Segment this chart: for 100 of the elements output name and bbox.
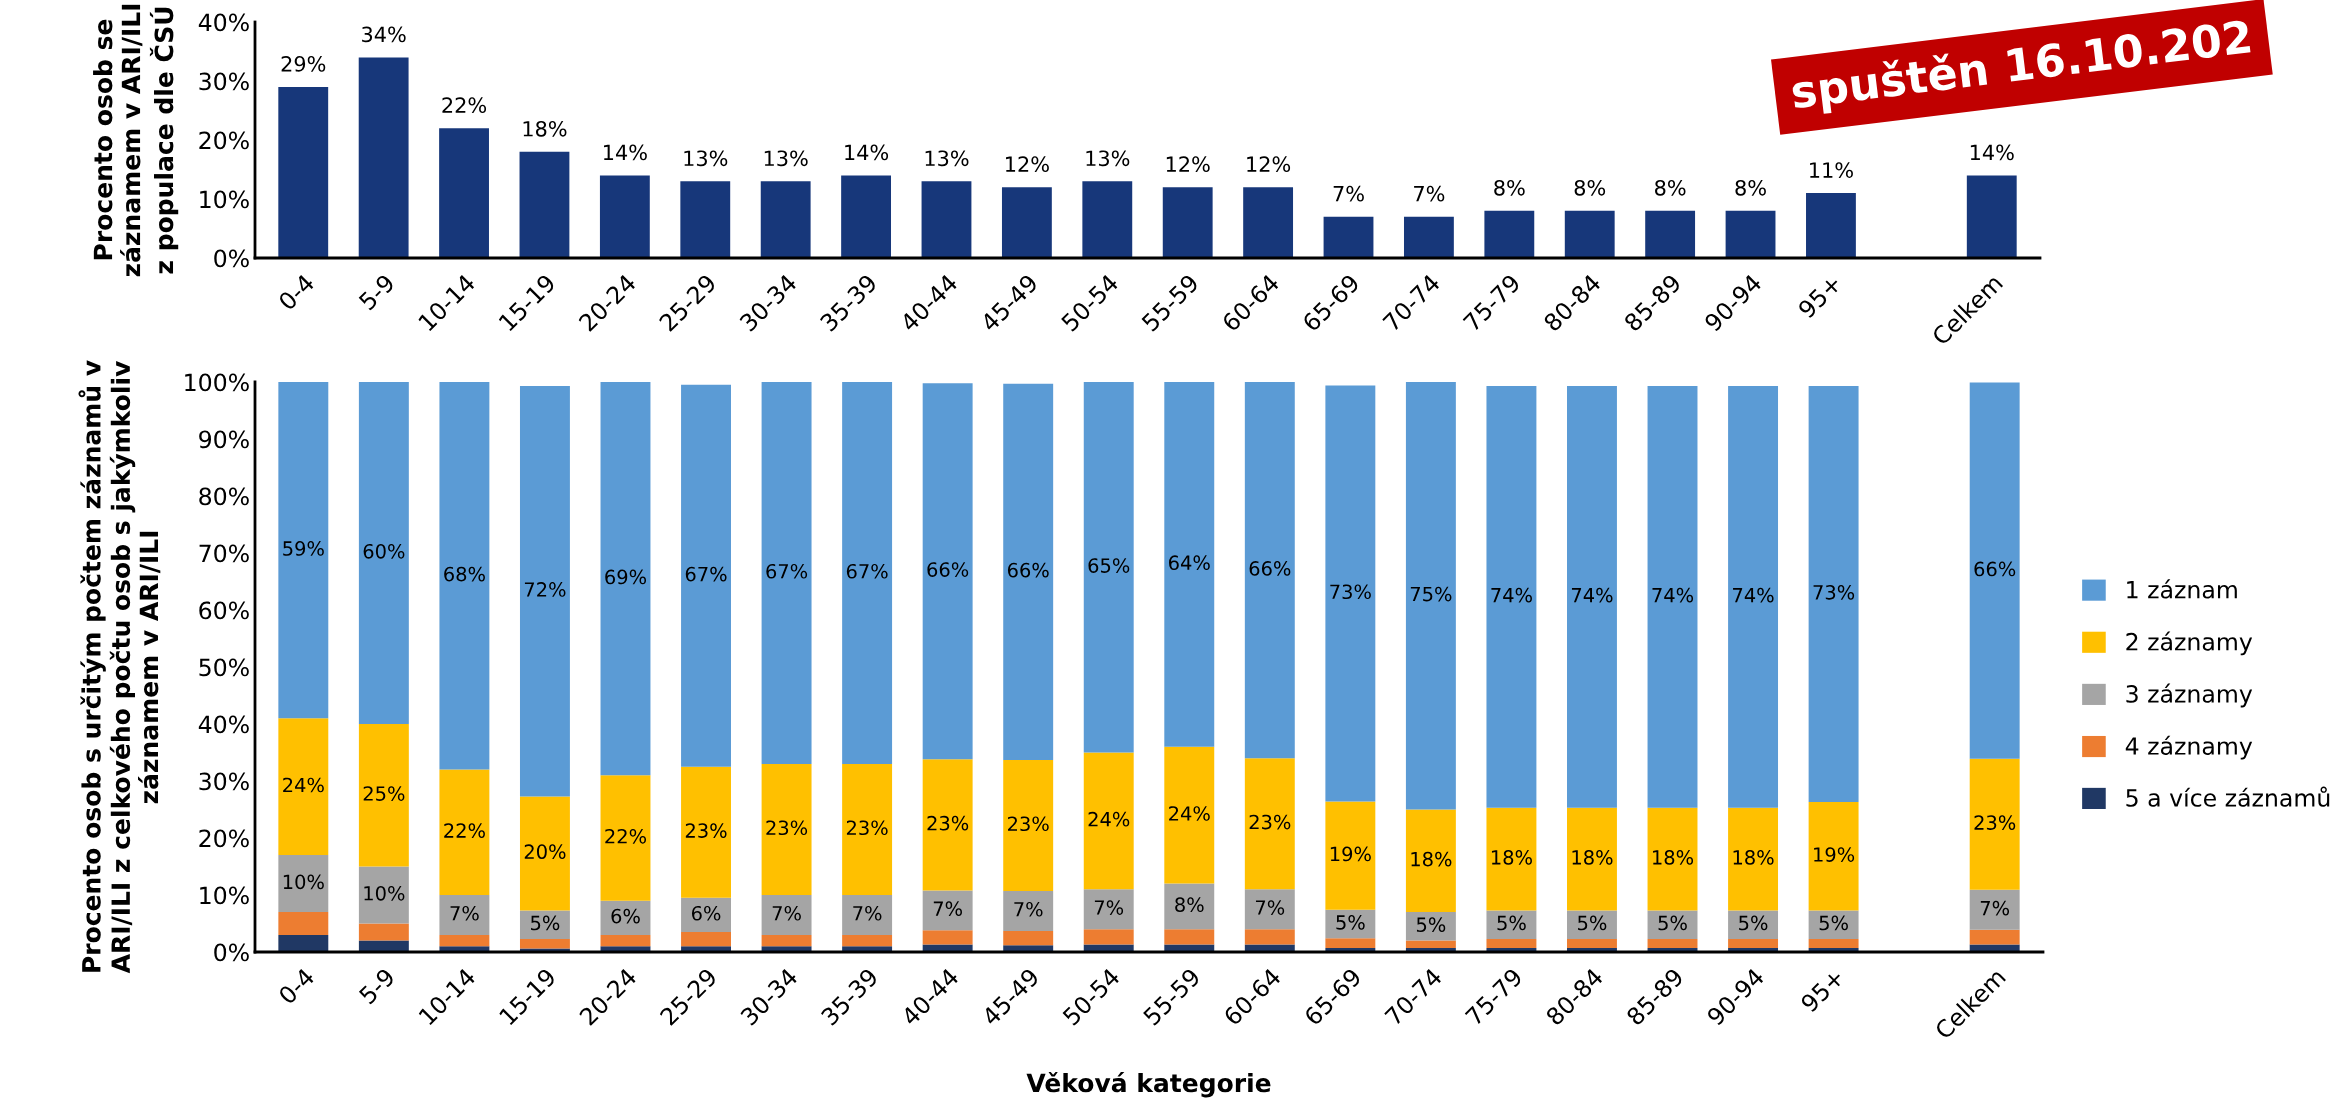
bar [1484,210,1535,258]
data-label: 10% [283,874,324,890]
data-label: 66% [1249,561,1291,576]
data-label: 19% [1330,846,1371,862]
y-tick-label: 60% [199,601,249,620]
bar [681,897,731,933]
data-label: 66% [1974,561,2016,577]
y-axis-title: Procento osob se záznamem v ARI/ILI z populace dle ČSÚ [93,4,179,277]
bar [1405,940,1456,949]
bar [1647,910,1698,939]
y-tick-label: 100% [185,373,249,392]
data-label: 24% [283,777,324,793]
data-label: 19% [1814,847,1855,862]
legend-label: 2 záznamy [2126,631,2253,656]
data-label: 22% [444,823,485,838]
data-label: 72% [524,582,566,597]
bar [278,934,329,952]
bar [1325,385,1376,802]
bar [1806,193,1856,258]
data-label: 68% [444,566,485,582]
data-label: 8% [1494,179,1525,196]
data-label: 11% [1810,162,1853,178]
data-label: 20% [524,844,566,860]
data-label: 12% [1247,156,1291,173]
bar [1164,382,1215,747]
data-label: 7% [1094,900,1124,915]
bar [761,934,812,947]
y-tick-label: 30% [199,772,249,791]
bar [681,384,731,767]
data-label: 7% [853,905,882,921]
y-tick-label: 40% [198,13,249,32]
bar [1486,910,1537,939]
data-label: 59% [283,541,324,556]
data-label: 23% [766,820,808,836]
bar [278,912,329,935]
data-label: 75% [1410,586,1452,602]
bar [760,181,811,258]
data-label: 65% [1088,558,1130,573]
bar [1728,910,1779,939]
data-label: 25% [363,786,405,801]
data-label: 12% [1006,156,1049,173]
bar [1645,210,1696,258]
legend-label: 5 a více záznamů [2126,786,2330,807]
bar [1728,807,1779,911]
data-label: 8% [1735,179,1766,196]
x-tick-label: 5-9 [357,273,396,311]
bar [841,175,892,258]
bar [599,175,650,258]
bar [1244,929,1295,945]
data-label: 14% [845,144,889,161]
data-label: 18% [1491,850,1532,865]
bar [1808,385,1859,803]
data-label: 7% [1255,900,1285,915]
bar [439,934,490,947]
data-label: 7% [1414,185,1445,202]
data-label: 12% [1166,156,1210,173]
bar [922,383,973,760]
data-label: 64% [1169,555,1210,571]
data-label: 67% [766,563,808,579]
data-label: 7% [1333,185,1364,202]
bar [1567,807,1617,911]
y-tick-label: 0% [214,943,249,962]
bar [1164,883,1215,930]
bar [600,382,651,776]
data-label: 60% [363,543,405,559]
data-label: 34% [362,26,406,43]
bar [1808,910,1859,939]
bar [1323,216,1374,258]
bar [1244,758,1295,890]
data-label: 74% [1652,587,1694,603]
data-label: 67% [846,563,888,579]
data-label: 14% [604,144,647,161]
bar [1808,938,1859,949]
legend-label: 3 záznamy [2126,683,2253,708]
bar [1164,929,1215,945]
bar [842,934,893,947]
bar [439,382,490,770]
bar [1405,809,1456,913]
data-label: 18% [1653,850,1694,865]
data-label: 7% [933,901,962,917]
y-tick-label: 0% [214,249,249,268]
data-label: 23% [1008,816,1049,832]
bar [1725,210,1776,258]
bar [358,866,409,924]
data-label: 29% [281,55,326,72]
data-label: 24% [1088,811,1130,827]
bar [1969,382,2020,759]
data-label: 22% [442,97,487,114]
bar [1244,889,1295,930]
y-tick-label: 90% [199,430,249,449]
data-label: 18% [1411,851,1452,867]
bar [1567,385,1617,808]
y-tick-label: 30% [199,72,249,91]
data-label: 69% [605,569,647,585]
data-label: 74% [1491,587,1532,603]
y-tick-label: 10% [200,190,249,209]
x-tick-label: 95+ [1797,273,1843,319]
bar [1647,385,1698,808]
bar [1083,889,1134,930]
bar [1969,758,2020,890]
